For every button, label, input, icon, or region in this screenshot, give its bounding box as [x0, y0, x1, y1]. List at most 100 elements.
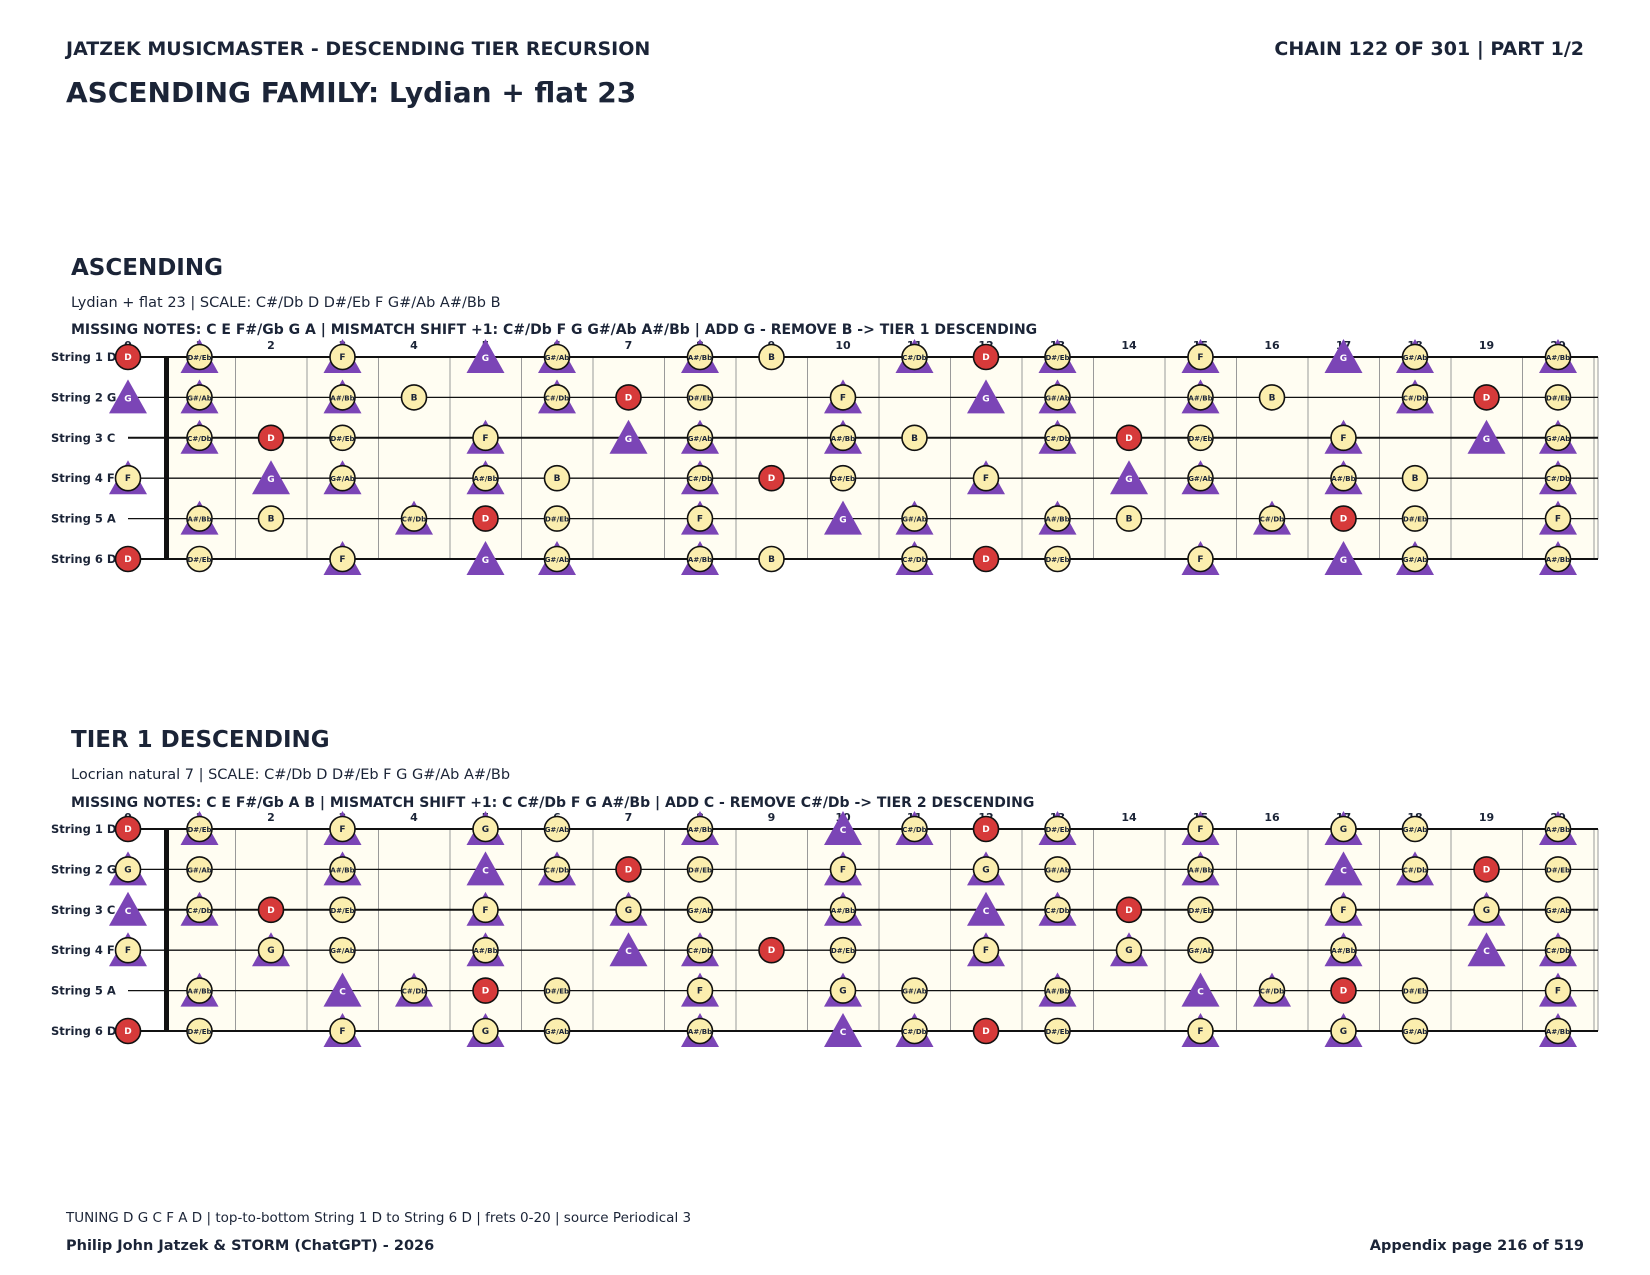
scale-note-circle [186, 343, 213, 371]
note-marker: C#/Db [538, 851, 576, 886]
note-label: G#/Ab [545, 556, 570, 564]
scale-note-circle [972, 464, 1000, 492]
shift-triangle [1467, 419, 1506, 454]
note-label: G#/Ab [187, 866, 212, 874]
note-marker: A#/Bb [1324, 460, 1363, 495]
note-marker: C#/Db [1038, 419, 1077, 454]
note-label: G#/Ab [1403, 556, 1428, 564]
note-label: D#/Eb [1045, 556, 1069, 564]
note-label: A#/Bb [688, 1028, 712, 1036]
string-label: String 3 C [51, 903, 115, 917]
note-marker: B [257, 505, 285, 532]
note-label: C#/Db [1260, 516, 1284, 524]
scale-note-circle [1330, 936, 1357, 964]
scale-note-circle [543, 1017, 571, 1045]
note-label: D#/Eb [330, 435, 354, 443]
shift-triangle [466, 339, 505, 373]
note-label: G [625, 435, 632, 445]
note-label: D [1483, 865, 1490, 875]
note-marker: A#/Bb [180, 500, 219, 535]
document-header-title: JATZEK MUSICMASTER - DESCENDING TIER REC… [66, 38, 651, 60]
scale-note-circle [686, 545, 714, 573]
note-label: C [983, 907, 990, 917]
note-marker: F [323, 811, 362, 845]
note-marker: D#/Eb [329, 896, 356, 924]
scale-note-circle [543, 977, 571, 1004]
scale-note-circle [1044, 977, 1071, 1004]
fretboard-ascending: String 1 D String 2 G String 3 C String 4 F… [51, 339, 1599, 575]
note-label: D#/Eb [1546, 866, 1570, 874]
note-marker: D#/Eb [1401, 505, 1429, 532]
note-label: D [482, 515, 489, 525]
note-marker: G [609, 891, 648, 926]
note-marker: D [257, 896, 285, 924]
note-label: A#/Bb [1546, 826, 1570, 834]
note-marker: D [1115, 896, 1143, 924]
note-marker: G#/Ab [180, 379, 219, 414]
note-marker: F [109, 460, 147, 495]
note-label: C [339, 988, 346, 998]
note-label: A#/Bb [1188, 866, 1212, 874]
note-marker: D [472, 977, 499, 1004]
scale-note-circle [1330, 896, 1357, 924]
scale-note-circle [1044, 896, 1071, 924]
note-marker: G#/Ab [1544, 896, 1572, 924]
scale-note-circle [1187, 545, 1214, 573]
scale-note-circle [1544, 1017, 1572, 1045]
shift-triangle [109, 379, 147, 414]
fret-number: 14 [1121, 811, 1137, 824]
note-marker: C [609, 932, 648, 967]
scale-note-circle [114, 936, 142, 964]
note-marker: C#/Db [1396, 379, 1434, 414]
note-label: A#/Bb [1546, 354, 1570, 362]
root-note-circle [615, 856, 642, 883]
root-note-circle [972, 545, 1000, 573]
note-label: D [982, 555, 989, 565]
note-label: C#/Db [1045, 907, 1069, 915]
scale-note-circle [1544, 545, 1572, 573]
note-label: A#/Bb [187, 516, 211, 524]
scale-note-circle [186, 856, 213, 883]
scale-note-circle [901, 977, 928, 1004]
note-label: G#/Ab [187, 394, 212, 402]
tuning-footnote: TUNING D G C F A D | top-to-bottom Strin… [66, 1210, 692, 1226]
note-label: D#/Eb [831, 475, 855, 483]
note-marker: F [109, 932, 147, 967]
note-label: A#/Bb [1188, 394, 1212, 402]
note-marker: G [1324, 339, 1363, 373]
note-label: G#/Ab [688, 907, 713, 915]
note-label: G#/Ab [1403, 1028, 1428, 1036]
scale-note-circle [1044, 1017, 1071, 1045]
note-label: F [1197, 825, 1203, 835]
note-marker: D [615, 856, 642, 883]
note-marker: D [257, 424, 285, 452]
scale-note-circle [186, 384, 213, 411]
scale-note-circle [686, 384, 714, 411]
scale-note-circle [901, 545, 928, 573]
note-label: F [697, 987, 703, 997]
fret-number: 19 [1479, 339, 1494, 352]
fret-number: 16 [1264, 339, 1280, 352]
fret-number: 2 [267, 339, 275, 352]
scale-note-circle [686, 1017, 714, 1045]
note-label: G [1340, 1027, 1347, 1037]
note-marker: F [824, 379, 862, 414]
note-marker: G [1467, 891, 1506, 926]
note-label: G [1340, 354, 1347, 364]
root-note-circle [1473, 856, 1500, 883]
scale-note-circle [1187, 343, 1214, 371]
shift-triangle [1181, 972, 1220, 1007]
scale-note-circle [1544, 343, 1572, 371]
root-note-circle [114, 545, 142, 573]
scale-note-circle [1473, 896, 1500, 924]
scale-note-circle [1401, 545, 1429, 573]
note-label: D [267, 906, 274, 916]
note-marker: G#/Ab [538, 339, 576, 373]
section-subtitle-ascending: Lydian + flat 23 | SCALE: C#/Db D D#/Eb … [71, 295, 501, 311]
scale-note-circle [686, 343, 714, 371]
note-label: C#/Db [902, 826, 926, 834]
note-marker: D [114, 343, 142, 371]
scale-note-circle [901, 1017, 928, 1045]
scale-note-circle [472, 1017, 499, 1045]
note-marker: C [109, 891, 147, 926]
